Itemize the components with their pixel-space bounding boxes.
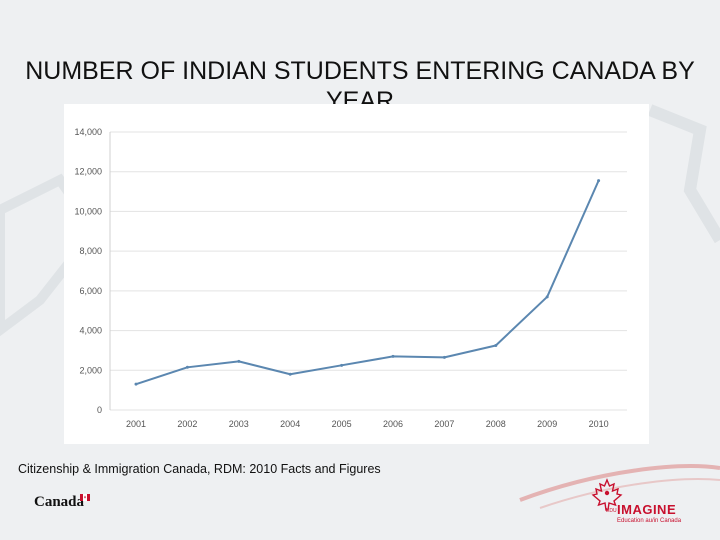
x-tick-label: 2003 xyxy=(229,419,249,429)
y-tick-label: 10,000 xyxy=(74,206,102,216)
x-tick-label: 2010 xyxy=(589,419,609,429)
data-point xyxy=(185,365,189,369)
imagine-wordmark: IMAGINE xyxy=(617,502,677,517)
line-chart: 02,0004,0006,0008,00010,00012,00014,000 … xyxy=(74,127,627,429)
y-tick-label: 4,000 xyxy=(79,326,102,336)
data-point xyxy=(494,343,498,347)
data-point xyxy=(545,295,549,299)
maple-leaf-icon xyxy=(591,478,623,511)
canada-wordmark: Canada xyxy=(34,494,85,510)
x-tick-label: 2007 xyxy=(434,419,454,429)
source-note: Citizenship & Immigration Canada, RDM: 2… xyxy=(18,462,381,476)
data-point xyxy=(597,179,601,183)
data-point xyxy=(237,359,241,363)
x-tick-label: 2002 xyxy=(177,419,197,429)
series-line xyxy=(135,180,600,386)
y-tick-label: 8,000 xyxy=(79,246,102,256)
y-tick-label: 0 xyxy=(97,405,102,415)
imagine-prefix: EDU xyxy=(606,508,617,514)
x-tick-label: 2004 xyxy=(280,419,300,429)
x-tick-label: 2008 xyxy=(486,419,506,429)
y-tick-label: 6,000 xyxy=(79,286,102,296)
x-tick-label: 2005 xyxy=(332,419,352,429)
y-tick-label: 2,000 xyxy=(79,365,102,375)
data-point xyxy=(340,363,344,367)
data-point xyxy=(134,382,138,386)
data-point xyxy=(288,372,292,376)
y-tick-label: 14,000 xyxy=(74,127,102,137)
x-tick-label: 2001 xyxy=(126,419,146,429)
data-point xyxy=(442,355,446,359)
chart-panel: 0 2,000 4,000 6,000 8,000 10,000 12,000 14,000 … xyxy=(64,104,649,444)
slide-title: NUMBER OF INDIAN STUDENTS ENTERING CANAD… xyxy=(25,57,695,115)
data-point xyxy=(391,354,395,358)
y-tick-label: 12,000 xyxy=(74,167,102,177)
imagine-tagline: Education au/in Canada xyxy=(617,518,682,524)
x-tick-label: 2006 xyxy=(383,419,403,429)
x-tick-label: 2009 xyxy=(537,419,557,429)
canada-flag-icon xyxy=(80,494,90,501)
